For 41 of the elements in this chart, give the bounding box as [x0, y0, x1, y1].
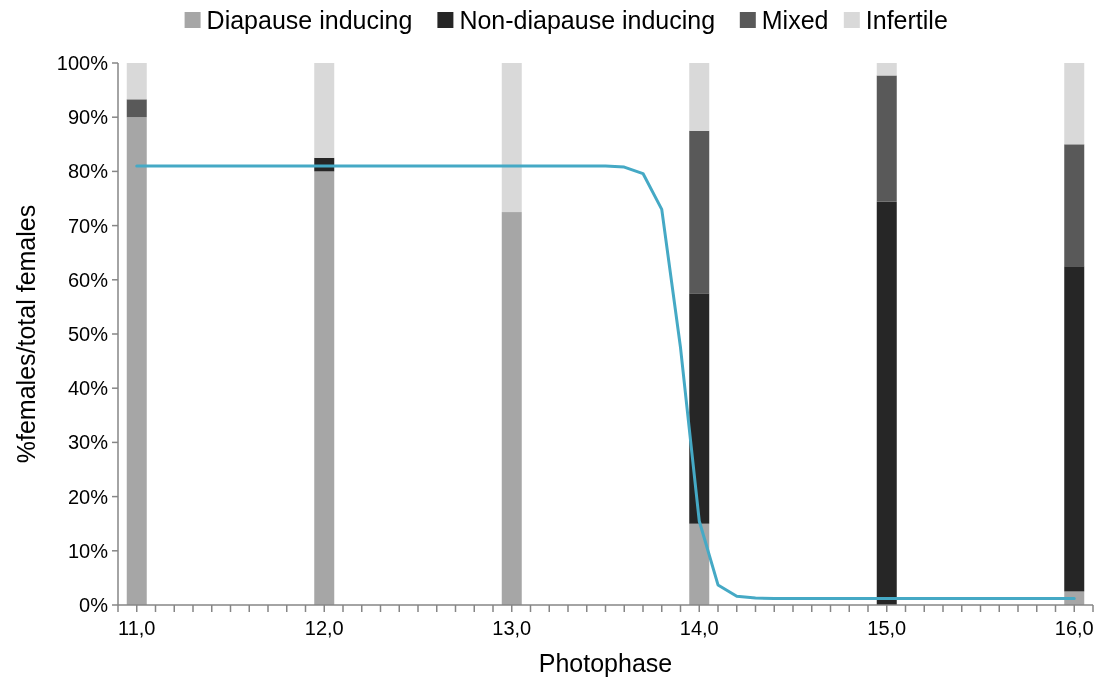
x-tick-label: 12,0 [304, 617, 344, 639]
y-tick-label: 90% [67, 106, 109, 129]
bar [876, 75, 897, 202]
y-tick-label: 0% [79, 594, 109, 616]
bar [689, 293, 710, 524]
y-tick-label: 100% [56, 52, 109, 74]
y-tick-label: 50% [67, 323, 109, 345]
y-axis-title: %females/total females [12, 204, 40, 464]
y-tick-label: 20% [67, 485, 109, 508]
y-tick-label: 40% [67, 377, 109, 400]
y-tick-label: 70% [67, 214, 109, 237]
legend-label: Mixed [761, 6, 829, 34]
bar [876, 63, 897, 76]
bar [501, 63, 522, 213]
legend-label: Infertile [865, 6, 948, 34]
y-tick-label: 10% [67, 539, 109, 562]
bar [314, 171, 335, 605]
bar [1064, 266, 1085, 592]
line-series [135, 164, 1076, 600]
bar [1064, 63, 1085, 145]
bar [689, 130, 710, 294]
x-tick-label: 15,0 [867, 617, 907, 639]
bar [314, 63, 335, 158]
bar [126, 117, 147, 605]
bar [1064, 144, 1085, 267]
legend-label: Diapause inducing [206, 6, 413, 34]
y-tick-label: 80% [67, 160, 109, 183]
x-axis-title: Photophase [538, 649, 673, 677]
bar [876, 201, 897, 605]
bar [501, 212, 522, 605]
x-tick-label: 14,0 [679, 617, 719, 639]
y-tick-label: 60% [67, 268, 109, 291]
bar [689, 523, 710, 605]
x-tick-label: 13,0 [492, 617, 532, 639]
x-tick-label: 11,0 [118, 617, 156, 639]
y-tick-label: 30% [67, 431, 109, 454]
bar [126, 99, 147, 118]
legend-label: Non-diapause inducing [459, 6, 716, 34]
bar [126, 63, 147, 100]
bar [689, 63, 710, 131]
x-tick-label: 16,0 [1054, 617, 1094, 639]
